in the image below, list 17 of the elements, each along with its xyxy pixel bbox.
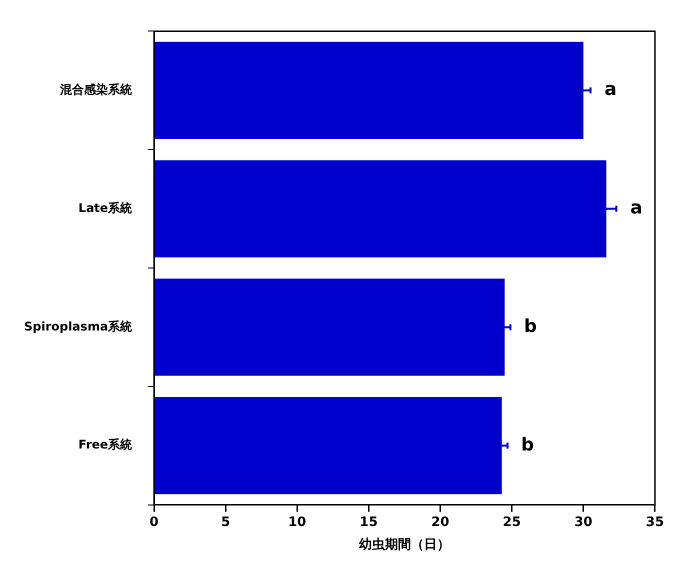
x-tick-label: 10 [288, 514, 306, 530]
annotation: a [630, 197, 642, 218]
x-tick-label: 20 [431, 514, 450, 530]
annotation: b [524, 316, 537, 337]
y-tick-label: Late系統 [78, 200, 132, 215]
x-tick-label: 35 [646, 514, 664, 530]
annotation: a [604, 79, 617, 100]
x-axis-title: 幼虫期間（日） [358, 538, 450, 553]
y-tick-label: 混合感染系統 [59, 82, 132, 97]
annotation: b [521, 434, 534, 456]
x-tick-label: 5 [221, 514, 230, 530]
x-tick-label: 25 [502, 514, 521, 530]
x-tick-label: 30 [574, 514, 592, 530]
y-tick-label: Spiroplasma系統 [24, 319, 132, 334]
x-tick-label: 15 [360, 514, 378, 530]
x-tick-label: 0 [150, 514, 159, 530]
y-tick-label: Free系統 [78, 438, 132, 452]
